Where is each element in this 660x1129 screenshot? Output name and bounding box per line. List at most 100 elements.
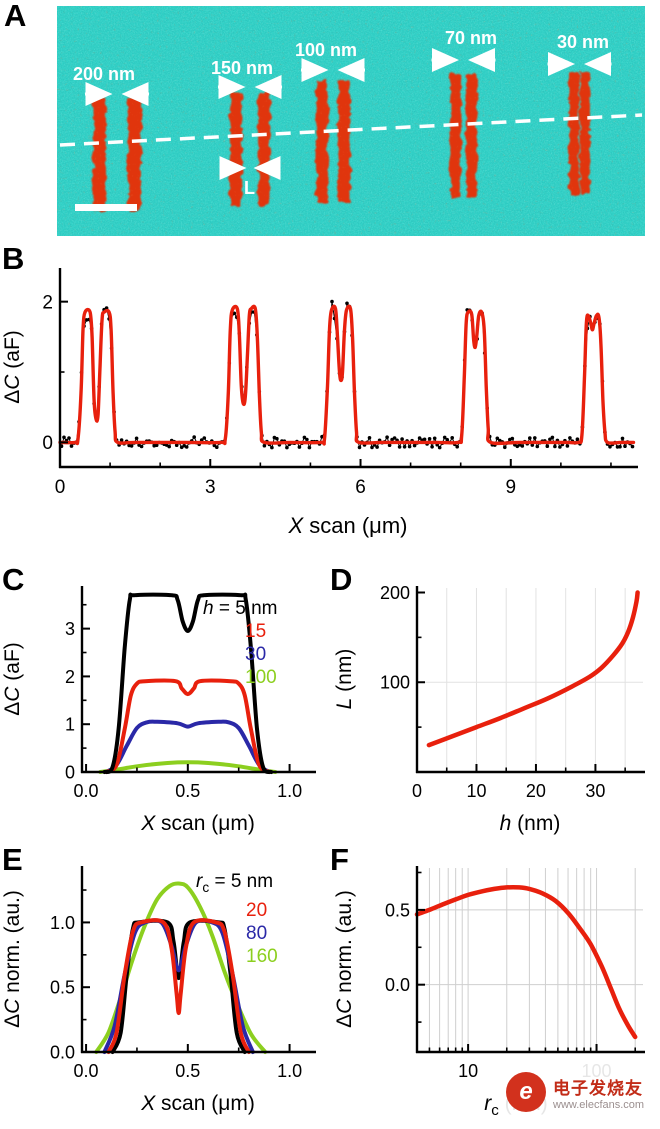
- scatter-point: [608, 445, 612, 449]
- series-L-vs-h: [426, 590, 640, 748]
- legend-entry: 20: [246, 899, 268, 921]
- legend-entry: rc = 5 nm: [196, 871, 274, 895]
- chart-e-xlabel: X scan (μm): [141, 1092, 255, 1115]
- scatter-point: [432, 436, 437, 441]
- x-tick-label: 3: [205, 477, 216, 498]
- series-model-fit: [58, 304, 636, 446]
- scatter-point: [445, 437, 450, 442]
- panel-label-b: B: [2, 241, 25, 276]
- series-dC-vs-rc: [414, 885, 638, 1040]
- scatter-point: [400, 437, 404, 441]
- scatter-point: [202, 436, 207, 440]
- x-tick-label: 0.0: [74, 1061, 99, 1081]
- scatter-point: [558, 445, 562, 449]
- chart-c-ylabel: ΔC (aF): [1, 642, 24, 716]
- scan-line-dashed: [59, 113, 643, 147]
- x-tick-label: 0.5: [175, 781, 200, 801]
- y-tick-label: 0.5: [385, 900, 410, 920]
- chart-e-legend: rc = 5 nm 20 80 160: [196, 870, 278, 968]
- legend-entry: 160: [246, 945, 278, 967]
- y-tick-label: 3: [65, 619, 75, 639]
- x-tick-label: 10: [466, 781, 486, 801]
- linewidth-label: 200 nm: [73, 64, 135, 84]
- scatter-point: [134, 436, 139, 441]
- x-tick-label: 0.5: [175, 1061, 200, 1081]
- scatter-point: [387, 443, 392, 447]
- scatter-point: [62, 435, 66, 440]
- x-tick-label: 0.0: [74, 781, 99, 801]
- linewidth-label: 70 nm: [445, 28, 497, 48]
- scatter-point: [553, 444, 557, 449]
- scatter-point: [285, 445, 289, 450]
- scatter-point: [69, 444, 74, 448]
- scatter-point: [520, 444, 525, 448]
- scatter-point: [620, 436, 625, 441]
- y-tick-label: 0.0: [385, 975, 410, 995]
- scatter-point: [297, 445, 302, 449]
- linewidth-label: 30 nm: [557, 32, 609, 52]
- scatter-point: [430, 445, 434, 449]
- scatter-point: [212, 443, 217, 448]
- scatter-point: [412, 443, 417, 448]
- legend-entry: 30: [245, 644, 267, 665]
- legend-entry: 80: [246, 922, 268, 944]
- panel-label-c: C: [2, 562, 25, 597]
- scatter-point: [370, 445, 374, 450]
- legend-entry: 15: [245, 621, 267, 642]
- panel-a-microscopy-image: 200 nm 150 nm 100 nm 70 nm 30 nm L: [57, 6, 645, 236]
- y-tick-label: 2: [65, 667, 75, 687]
- scatter-point: [455, 444, 460, 449]
- chart-c-xlabel: X scan (μm): [141, 812, 255, 835]
- x-tick-label: 30: [585, 781, 605, 801]
- scatter-point: [550, 435, 555, 440]
- scatter-point: [139, 444, 144, 449]
- scatter-point: [275, 436, 279, 441]
- scatter-point: [442, 435, 447, 440]
- chart-e: 0.0 0.5 1.0 0.0 0.5 1.0: [50, 866, 316, 1081]
- linewidth-label: 100 nm: [295, 40, 357, 60]
- scatter-point: [437, 445, 442, 450]
- scatter-point: [407, 444, 412, 449]
- x-tick-label: 20: [526, 781, 546, 801]
- scatter-point: [375, 445, 379, 449]
- scatter-point: [548, 437, 552, 442]
- scatter-point: [67, 436, 71, 440]
- scatter-point: [345, 301, 349, 306]
- series-h-100: [98, 760, 278, 774]
- x-tick-label: 0: [412, 781, 422, 801]
- panel-label-e: E: [2, 842, 23, 877]
- y-tick-label: 1: [65, 715, 75, 735]
- scale-bar: [75, 204, 137, 211]
- x-tick-label: 0: [55, 477, 66, 498]
- scatter-point: [575, 437, 580, 441]
- chart-f: 101000.00.5: [385, 866, 645, 1081]
- chart-d-xlabel: h (nm): [499, 812, 561, 835]
- scatter-point: [503, 445, 507, 450]
- legend-entry: h = 5 nm: [203, 598, 278, 619]
- scatter-point: [385, 435, 389, 439]
- L-label: L: [244, 178, 255, 198]
- scatter-point: [119, 438, 124, 442]
- scatter-point: [450, 436, 455, 440]
- chart-c-legend: h = 5 nm 15 30 100: [203, 597, 277, 689]
- panel-label-d: D: [330, 562, 353, 597]
- scatter-point: [427, 437, 432, 441]
- chart-f-ylabel: ΔC norm. (au.): [333, 890, 356, 1028]
- series-rc-20: [106, 918, 251, 1054]
- scatter-point: [565, 444, 570, 448]
- x-tick-label: 10: [458, 1061, 478, 1081]
- y-tick-label: 0: [65, 762, 75, 782]
- watermark-brand: 电子发烧友: [553, 1078, 643, 1098]
- scatter-point: [623, 444, 627, 448]
- chart-e-ylabel: ΔC norm. (au.): [1, 890, 24, 1028]
- scatter-point: [302, 435, 307, 440]
- panel-label-f: F: [330, 842, 349, 877]
- scatter-point: [184, 445, 189, 449]
- series-h-15: [104, 678, 272, 774]
- y-tick-label: 0: [42, 433, 53, 454]
- panel-label-a: A: [4, 0, 27, 33]
- watermark-url: www.elecfans.com: [553, 1098, 645, 1111]
- scatter-point: [533, 436, 537, 440]
- scatter-trace: [61, 301, 633, 450]
- scatter-point: [392, 436, 397, 440]
